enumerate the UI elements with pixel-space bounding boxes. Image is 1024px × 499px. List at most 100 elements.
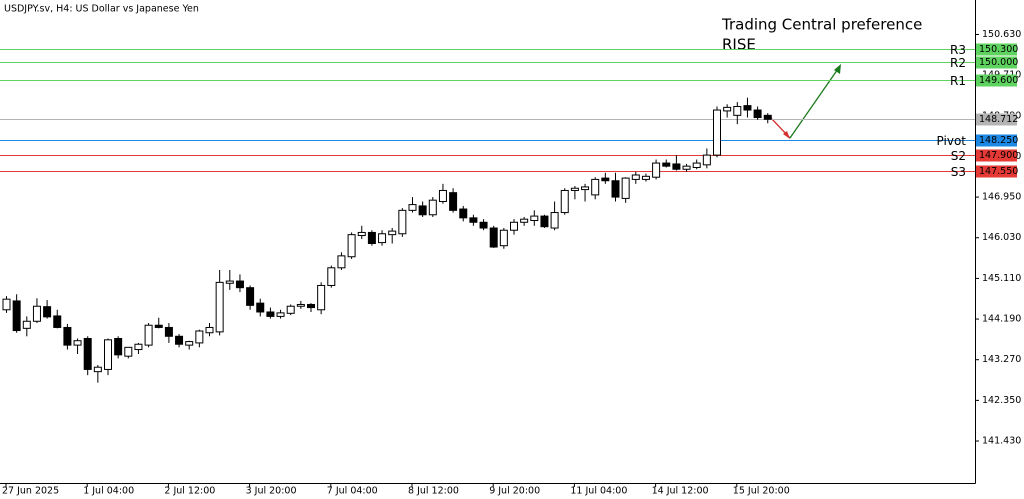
candle-body [469,217,478,223]
candle-body [499,229,508,247]
candle-body [510,221,518,231]
y-tick-label: 141.430 [982,436,1021,447]
candle-body [560,189,569,214]
candle-body [144,324,153,346]
candle-body [185,341,194,346]
level-name: R3 [950,43,966,57]
candle-body [489,227,498,248]
candle-body [225,280,234,284]
candle-body [591,178,600,196]
candle-body [63,326,72,346]
candle-body [540,215,549,228]
candle-body [479,221,488,229]
y-tick-label: 143.270 [982,354,1021,365]
y-tick-label: 145.110 [982,273,1021,284]
candle-body [53,315,62,328]
candle-body [733,105,742,116]
y-tick-label: 142.350 [982,395,1021,406]
candle-body [175,335,184,345]
candle-body [124,346,133,357]
candle-body [93,366,102,373]
candle-body [2,298,11,311]
candle-body [83,337,92,370]
price-label-box [976,165,1017,178]
candle-body [215,281,224,333]
candle-body [692,162,701,168]
price-label-box [976,149,1017,162]
y-tick-label: 146.950 [982,192,1021,203]
price-label-box [976,74,1017,87]
price-label: 147.900 [979,150,1018,161]
candle-body [398,209,407,235]
candle-body [428,199,437,216]
candle-body [550,212,559,229]
candle-body [743,105,752,111]
x-tick-label: 8 Jul 12:00 [408,486,459,497]
level-name: S2 [951,149,966,163]
forecast-arrow-up [789,65,841,139]
chart-title: USDJPY.sv, H4: US Dollar vs Japanese Yen [4,4,199,15]
candle-body [195,330,204,344]
price-label: 148.250 [979,135,1018,146]
arrow-head [783,131,790,139]
candle-body [205,326,214,334]
candle-body [164,326,173,337]
candle-body [367,231,376,244]
candle-body [570,187,579,191]
candle-body [631,174,640,180]
y-tick-label: 144.190 [982,314,1021,325]
x-tick-label: 1 Jul 04:00 [83,486,134,497]
candle-body [296,303,305,307]
candle-body [682,165,691,170]
price-label: 149.600 [979,75,1018,86]
candle-body [388,230,397,236]
candle-body [154,324,163,328]
y-tick-label: 150.630 [982,29,1021,40]
candle-body [723,106,732,112]
candle-body [418,205,427,216]
y-tick-label: 146.030 [982,232,1021,243]
candle-body [753,109,762,119]
x-tick-label: 2 Jul 12:00 [164,486,215,497]
candle-body [134,343,143,351]
candle-body [702,154,711,166]
candle-body [235,280,244,289]
x-tick-label: 9 Jul 20:00 [489,486,540,497]
candle-body [652,162,661,178]
candle-body [449,192,458,211]
candle-body [32,305,41,322]
x-tick-label: 3 Jul 20:00 [246,486,297,497]
candle-body [611,180,620,198]
candle-body [713,109,721,156]
x-tick-label: 7 Jul 04:00 [327,486,378,497]
level-name: S3 [951,165,966,179]
candle-body [459,208,468,219]
candle-body [43,306,52,318]
level-name: R2 [950,56,966,70]
candle-body [378,233,387,244]
price-label: 150.300 [979,44,1018,55]
price-label-box [976,56,1017,69]
annotation-title: Trading Central preference [721,16,922,34]
price-label-box [976,134,1017,147]
x-tick-label: 14 Jul 12:00 [652,486,709,497]
price-label-box [976,113,1017,126]
candle-body [672,163,681,170]
candle-body [581,186,590,191]
x-tick-label: 15 Jul 20:00 [733,486,790,497]
level-name: Pivot [937,134,967,148]
candle-body [530,215,539,222]
candle-body [246,287,255,306]
candle-body [276,312,285,317]
annotation-direction: RISE [722,36,756,54]
candle-body [337,255,346,269]
candle-body [662,162,671,167]
candle-body [22,320,31,329]
candle-body [601,177,610,182]
candle-body [327,267,336,286]
price-label: 147.550 [979,166,1018,177]
x-tick-label: 11 Jul 04:00 [570,486,627,497]
